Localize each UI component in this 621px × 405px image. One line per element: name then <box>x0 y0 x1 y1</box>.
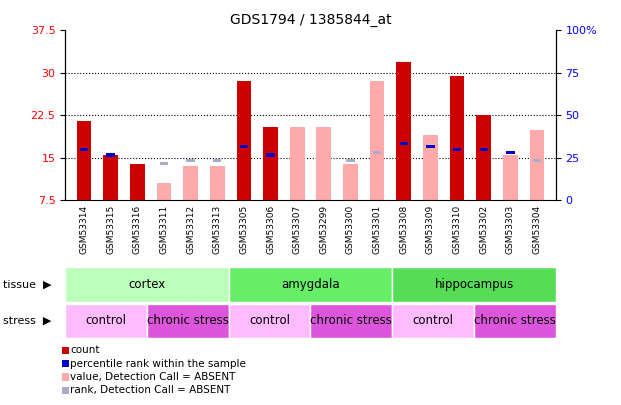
Bar <box>392 267 556 302</box>
Text: GSM53303: GSM53303 <box>506 205 515 254</box>
Bar <box>392 304 474 338</box>
Bar <box>229 267 392 302</box>
Text: percentile rank within the sample: percentile rank within the sample <box>70 359 246 369</box>
Title: GDS1794 / 1385844_at: GDS1794 / 1385844_at <box>230 13 391 27</box>
Bar <box>373 151 381 154</box>
Bar <box>240 145 248 148</box>
Bar <box>423 135 438 200</box>
Bar <box>183 166 198 200</box>
Text: GSM53302: GSM53302 <box>479 205 488 254</box>
Text: control: control <box>412 314 454 328</box>
Bar <box>160 162 168 165</box>
Bar <box>147 304 229 338</box>
Text: cortex: cortex <box>129 278 166 291</box>
Bar <box>476 115 491 200</box>
Bar <box>474 304 556 338</box>
Bar <box>106 153 114 157</box>
Bar <box>65 304 147 338</box>
Bar <box>263 127 278 200</box>
Text: chronic stress: chronic stress <box>147 314 229 328</box>
Text: value, Detection Call = ABSENT: value, Detection Call = ABSENT <box>70 372 235 382</box>
Text: GSM53309: GSM53309 <box>426 205 435 254</box>
Bar <box>76 121 91 200</box>
Text: GSM53306: GSM53306 <box>266 205 275 254</box>
Text: hippocampus: hippocampus <box>435 278 514 291</box>
Bar <box>480 148 488 151</box>
Bar <box>103 155 118 200</box>
Text: GSM53307: GSM53307 <box>292 205 302 254</box>
Bar <box>65 267 229 302</box>
Text: GSM53300: GSM53300 <box>346 205 355 254</box>
Text: control: control <box>86 314 127 328</box>
Text: GSM53312: GSM53312 <box>186 205 195 254</box>
Bar <box>343 164 358 200</box>
Text: control: control <box>249 314 290 328</box>
Bar <box>186 159 194 162</box>
Text: GSM53316: GSM53316 <box>133 205 142 254</box>
Bar <box>453 148 461 151</box>
Bar <box>533 159 541 162</box>
Bar <box>400 142 408 145</box>
Bar <box>229 304 310 338</box>
Text: rank, Detection Call = ABSENT: rank, Detection Call = ABSENT <box>70 386 230 395</box>
Text: GSM53304: GSM53304 <box>533 205 542 254</box>
Bar <box>450 76 465 200</box>
Text: GSM53311: GSM53311 <box>160 205 168 254</box>
Bar <box>266 153 274 157</box>
Bar <box>370 81 384 200</box>
Text: GSM53301: GSM53301 <box>373 205 382 254</box>
Text: GSM53314: GSM53314 <box>79 205 88 254</box>
Bar <box>507 151 515 154</box>
Bar <box>503 155 518 200</box>
Text: amygdala: amygdala <box>281 278 340 291</box>
Text: count: count <box>70 345 99 355</box>
Bar <box>317 127 331 200</box>
Text: GSM53310: GSM53310 <box>453 205 461 254</box>
Text: GSM53308: GSM53308 <box>399 205 409 254</box>
Bar <box>310 304 392 338</box>
Bar <box>290 127 304 200</box>
Bar <box>213 159 221 162</box>
Bar <box>130 164 145 200</box>
Text: chronic stress: chronic stress <box>474 314 556 328</box>
Bar <box>427 145 435 148</box>
Bar <box>210 166 225 200</box>
Bar <box>156 183 171 200</box>
Bar <box>80 148 88 151</box>
Text: GSM53313: GSM53313 <box>212 205 222 254</box>
Text: GSM53305: GSM53305 <box>239 205 248 254</box>
Text: GSM53315: GSM53315 <box>106 205 115 254</box>
Text: tissue  ▶: tissue ▶ <box>3 279 52 290</box>
Bar <box>237 81 251 200</box>
Bar <box>347 159 355 162</box>
Bar <box>396 62 411 200</box>
Text: GSM53299: GSM53299 <box>319 205 329 254</box>
Text: chronic stress: chronic stress <box>310 314 392 328</box>
Bar <box>530 130 545 200</box>
Text: stress  ▶: stress ▶ <box>3 316 52 326</box>
